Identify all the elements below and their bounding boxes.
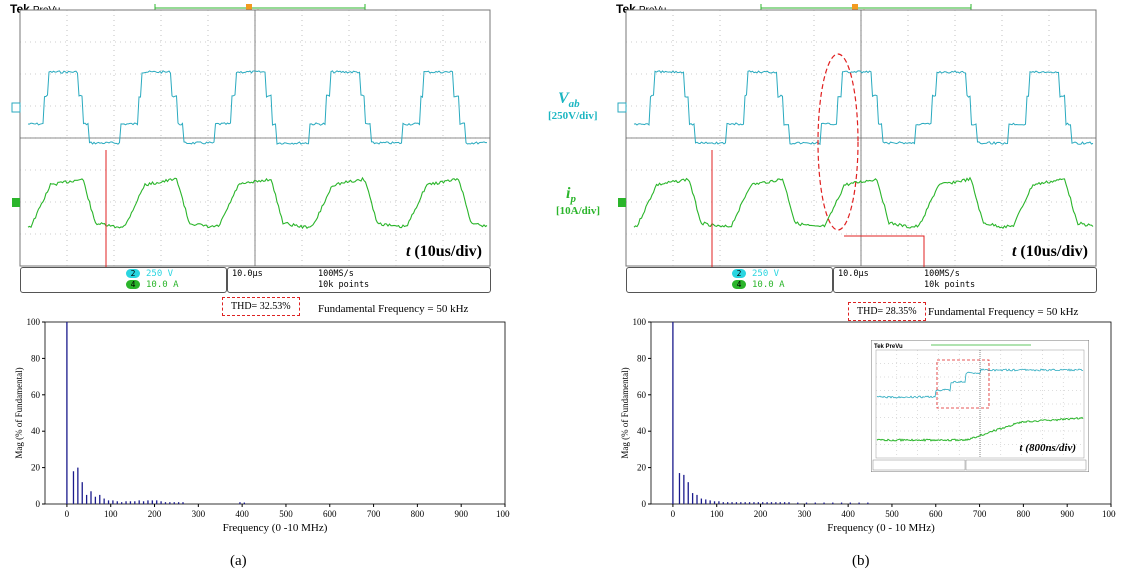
oscilloscope-screen: t (10us/div) [11,4,491,268]
inset-current-trace [876,416,1084,442]
y-tick-label: 20 [637,463,647,473]
panel-b: Tek PreVu t (10us/div) Vab [250V/div] ip… [548,0,1116,578]
y-tick-label: 20 [31,463,41,473]
timebase-readout: 10.0μs 100MS/s 10k points [833,267,1097,293]
vab-scale: [250V/div] [548,110,598,122]
y-tick-label: 100 [633,317,647,327]
time-scale-div: (10us/div) [1016,243,1088,260]
zoom-region-ellipse [817,53,859,231]
x-tick-label: 300 [192,509,206,519]
zoom-connector [844,235,925,268]
y-tick-label: 0 [642,499,647,509]
inset-voltage-trace [876,368,1084,399]
caption: (b) [852,553,870,569]
oscilloscope-screen: t (10us/div) [617,4,1097,268]
y-tick-label: 40 [31,426,41,436]
ch4-marker-icon [618,198,626,207]
y-tick-label: 60 [637,390,647,400]
caption: (a) [230,553,247,569]
x-axis-label: Frequency (0 - 10 MHz) [827,522,935,534]
x-tick-label: 0 [671,509,676,519]
time-scale-label: t (10us/div) [406,243,482,260]
thd-box: THD= 32.53% [222,297,300,316]
x-tick-label: 200 [754,509,768,519]
channel-readout: 2 250 V 4 10.0 A [20,267,227,293]
x-tick-label: 600 [323,509,337,519]
trigger-marker [852,4,858,13]
plot-area [44,321,506,505]
ch4-marker-icon [12,198,20,207]
x-tick-label: 0 [65,509,70,519]
inset-time-label: t (800ns/div) [1019,442,1076,454]
fundamental-frequency: Fundamental Frequency = 50 kHz [318,303,469,315]
channel-2-readout: 2 250 V [126,269,173,279]
time-scale-label: t (10us/div) [1012,243,1088,260]
x-tick-label: 300 [798,509,812,519]
current-trace [27,176,488,230]
current-trace [633,176,1094,229]
channel-readout: 2 250 V 4 10.0 A [626,267,833,293]
x-axis-label: Frequency (0 -10 MHz) [223,522,328,534]
sample-rate: 100MS/s [318,269,354,279]
thd-box: THD= 28.35% [848,302,926,321]
x-tick-label: 800 [1017,509,1031,519]
x-tick-label: 900 [1060,509,1074,519]
y-tick-label: 60 [31,390,41,400]
y-tick-label: 80 [31,353,41,363]
y-axis-label: Mag (% of Fundamental) [620,367,630,458]
y-tick-label: 80 [637,353,647,363]
x-tick-label: 500 [279,509,293,519]
x-tick-label: 400 [235,509,249,519]
y-axis-label: Mag (% of Fundamental) [14,367,24,458]
x-tick-label: 200 [148,509,162,519]
x-tick-label: 500 [885,509,899,519]
record-length: 10k points [318,280,370,290]
time-scale-t: t [1012,243,1017,260]
record-length: 10k points [924,280,976,290]
channel-2-readout: 2 250 V [732,269,779,279]
fundamental-frequency: Fundamental Frequency = 50 kHz [928,306,1079,318]
scope-status-bar: 2 250 V 4 10.0 A 10.0μs 100MS/s 10k points [20,267,491,293]
voltage-trace [633,70,1094,146]
inset-ch-box [872,459,966,471]
sample-rate: 100MS/s [924,269,960,279]
y-tick-label: 100 [27,317,41,327]
zoom-inset: Tek PreVu t (800ns/div) [871,340,1089,472]
ch2-marker-icon [617,102,627,113]
x-tick-label: 700 [367,509,381,519]
inset-zoom-box [936,359,990,409]
channel-4-readout: 4 10.0 A [732,280,785,290]
voltage-trace [27,70,487,145]
inset-tek-logo: Tek PreVu [874,344,903,350]
timebase-readout: 10.0μs 100MS/s 10k points [227,267,491,293]
x-tick-label: 100 [710,509,724,519]
graticule [20,10,490,266]
ip-label: ip [566,185,576,206]
y-tick-label: 40 [637,426,647,436]
graticule [626,10,1096,266]
scope-status-bar: 2 250 V 4 10.0 A 10.0μs 100MS/s 10k points [626,267,1097,293]
y-tick-label: 0 [36,499,41,509]
x-tick-label: 600 [929,509,943,519]
time-scale-div: (10us/div) [410,243,482,260]
timebase-value: 10.0μs [838,269,869,279]
x-tick-label: 900 [454,509,468,519]
channel-4-readout: 4 10.0 A [126,280,179,290]
inset-time-box [965,459,1087,471]
x-tick-label: 800 [411,509,425,519]
trigger-marker [246,4,252,13]
vab-label: Vab [558,90,580,111]
timebase-value: 10.0μs [232,269,263,279]
ip-scale: [10A/div] [556,205,600,217]
x-tick-label: 400 [841,509,855,519]
ch2-marker-icon [11,102,21,113]
time-scale-t: t [406,243,411,260]
x-tick-label: 700 [973,509,987,519]
x-tick-label: 100 [104,509,118,519]
